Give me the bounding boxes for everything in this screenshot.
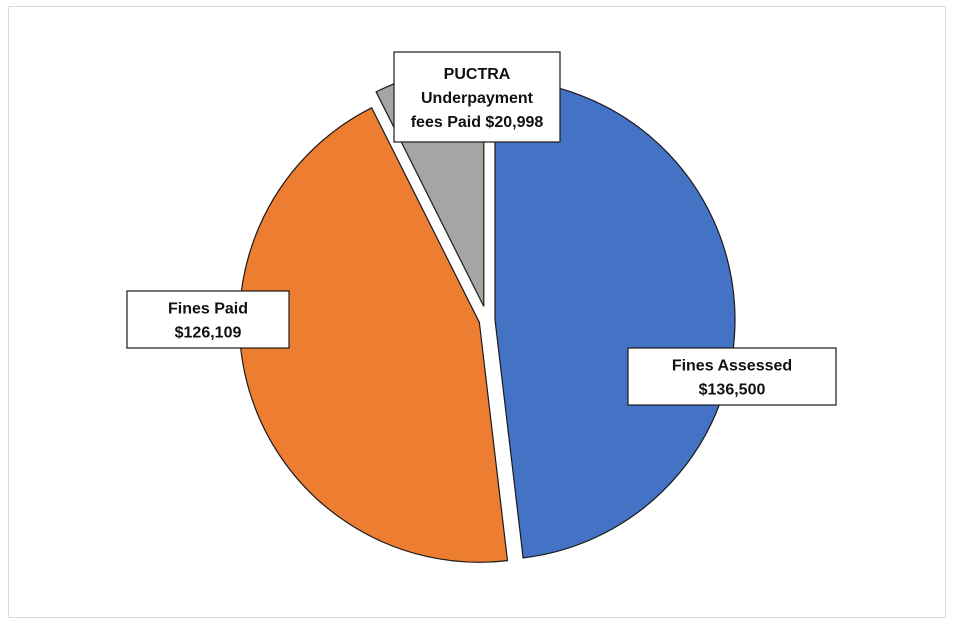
data-label-box <box>627 347 837 406</box>
data-label-line: Fines Assessed <box>672 358 792 375</box>
data-label-line: Underpayment <box>421 90 534 107</box>
data-label-fines-assessed: Fines Assessed $136,500 <box>627 347 837 406</box>
data-label-line: $126,109 <box>175 325 242 342</box>
data-label-puctra-underpayment-fees-paid: PUCTRA Underpayment fees Paid $20,998 <box>393 51 561 143</box>
data-label-line: fees Paid $20,998 <box>411 114 544 131</box>
pie-slice-fines-assessed <box>494 78 736 559</box>
pie-slice-fines-paid <box>238 106 509 563</box>
data-label-fines-paid: Fines Paid $126,109 <box>126 290 290 349</box>
data-label-box <box>393 51 561 143</box>
data-label-line: Fines Paid <box>168 301 248 318</box>
data-label-box <box>126 290 290 349</box>
data-labels: Fines Assessed $136,500 Fines Paid $126,109… <box>126 51 837 406</box>
data-label-line: $136,500 <box>699 382 766 399</box>
data-label-line: PUCTRA <box>444 66 511 83</box>
